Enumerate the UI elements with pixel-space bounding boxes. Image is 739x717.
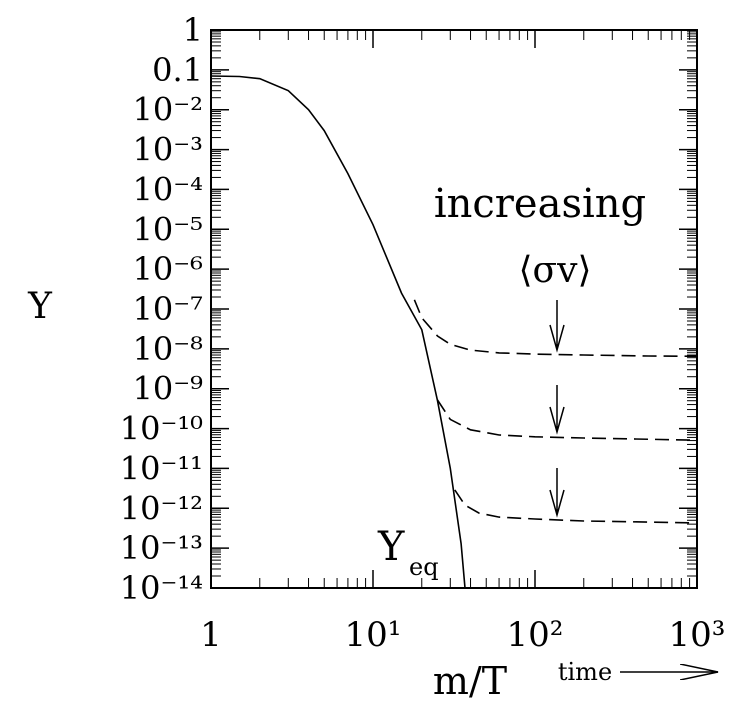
- x-axis-label: m/T: [433, 659, 507, 703]
- x-tick-label: 10²: [507, 615, 564, 655]
- plot-frame: [210, 29, 698, 589]
- curve: [210, 75, 466, 589]
- x-tick-label: 1: [200, 615, 222, 655]
- y-tick-label: 10⁻⁶: [133, 250, 203, 288]
- y-tick-label: 10⁻¹³: [120, 529, 203, 567]
- annotation: time: [558, 658, 612, 686]
- y-tick-label: 10⁻²: [133, 91, 203, 129]
- curve: [413, 299, 698, 358]
- y-tick-label: 10⁻⁸: [133, 330, 203, 368]
- curve: [454, 489, 698, 524]
- x-tick-label: 10³: [669, 615, 726, 655]
- y-tick-label: 10⁻⁹: [133, 370, 204, 408]
- y-tick-label: 1: [183, 11, 203, 49]
- y-tick-label: 10⁻¹²: [120, 489, 203, 527]
- y-axis-label: Y: [27, 286, 53, 327]
- arrow: [549, 300, 565, 353]
- curve: [436, 399, 698, 441]
- y-tick-label: 10⁻³: [133, 131, 203, 169]
- x-tick-label: 10¹: [345, 615, 402, 655]
- y-tick-label: 10⁻¹¹: [120, 449, 203, 487]
- y-tick-label: 10⁻⁴: [133, 170, 203, 208]
- arrow: [549, 468, 565, 518]
- y-tick-label: 10⁻¹⁴: [120, 569, 203, 607]
- y-tick-label: 10⁻⁵: [133, 210, 203, 248]
- arrow: [549, 385, 565, 435]
- arrows: [549, 300, 565, 518]
- annotation: ⟨σv⟩: [518, 250, 591, 291]
- eq-label: Y: [377, 524, 405, 570]
- y-tick-label: 0.1: [152, 51, 203, 89]
- annotation: increasing: [434, 181, 646, 227]
- y-tick-label: 10⁻¹⁰: [120, 410, 203, 448]
- eq-subscript: eq: [409, 553, 439, 581]
- y-tick-label: 10⁻⁷: [133, 290, 203, 328]
